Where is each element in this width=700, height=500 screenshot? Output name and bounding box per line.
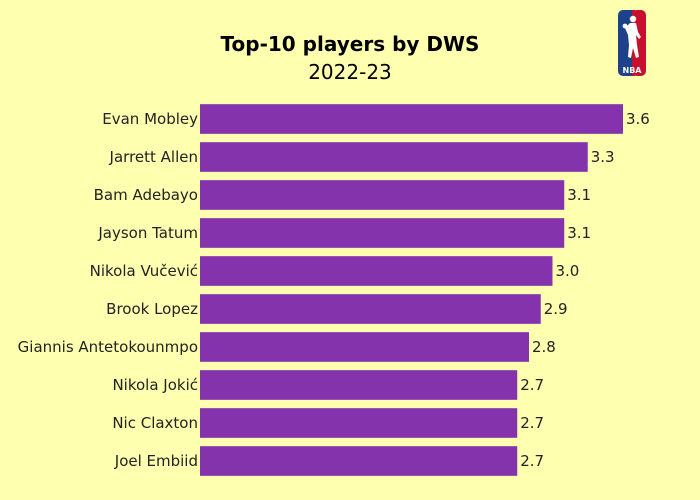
y-tick-label-7: Nikola Jokić — [112, 376, 198, 394]
data-label-4: 3.0 — [556, 262, 580, 280]
bar-2 — [200, 180, 565, 210]
y-tick-label-1: Jarrett Allen — [109, 148, 198, 166]
value-labels: 3.6 3.3 3.1 3.1 3.0 2.9 2.8 2.7 2.7 2.7 — [520, 110, 650, 470]
bar-5 — [200, 294, 541, 324]
data-label-6: 2.8 — [532, 338, 556, 356]
y-tick-label-5: Brook Lopez — [106, 300, 198, 318]
y-tick-label-8: Nic Claxton — [112, 414, 198, 432]
nba-logo-text: NBA — [623, 66, 643, 75]
y-tick-label-3: Jayson Tatum — [97, 224, 198, 242]
nba-logo-icon: NBA — [618, 10, 646, 76]
bar-3 — [200, 218, 565, 248]
y-tick-label-2: Bam Adebayo — [94, 186, 198, 204]
data-label-9: 2.7 — [520, 452, 544, 470]
y-tick-label-0: Evan Mobley — [102, 110, 198, 128]
bar-1 — [200, 142, 588, 172]
bar-0 — [200, 104, 623, 134]
y-tick-label-6: Giannis Antetokounmpo — [18, 338, 198, 356]
chart-title: Top-10 players by DWS — [221, 32, 480, 56]
data-label-8: 2.7 — [520, 414, 544, 432]
bar-4 — [200, 256, 553, 286]
bars — [200, 104, 623, 476]
y-tick-label-9: Joel Embiid — [114, 452, 198, 470]
data-label-0: 3.6 — [626, 110, 650, 128]
chart-subtitle: 2022-23 — [308, 60, 392, 84]
bar-8 — [200, 408, 518, 438]
bar-6 — [200, 332, 529, 362]
bar-7 — [200, 370, 518, 400]
data-label-7: 2.7 — [520, 376, 544, 394]
bar-9 — [200, 446, 518, 476]
data-label-3: 3.1 — [567, 224, 591, 242]
y-tick-label-4: Nikola Vučević — [90, 262, 198, 280]
y-axis-labels: Evan Mobley Jarrett Allen Bam Adebayo Jayso… — [18, 110, 198, 470]
data-label-5: 2.9 — [544, 300, 568, 318]
data-label-2: 3.1 — [567, 186, 591, 204]
data-label-1: 3.3 — [591, 148, 615, 166]
